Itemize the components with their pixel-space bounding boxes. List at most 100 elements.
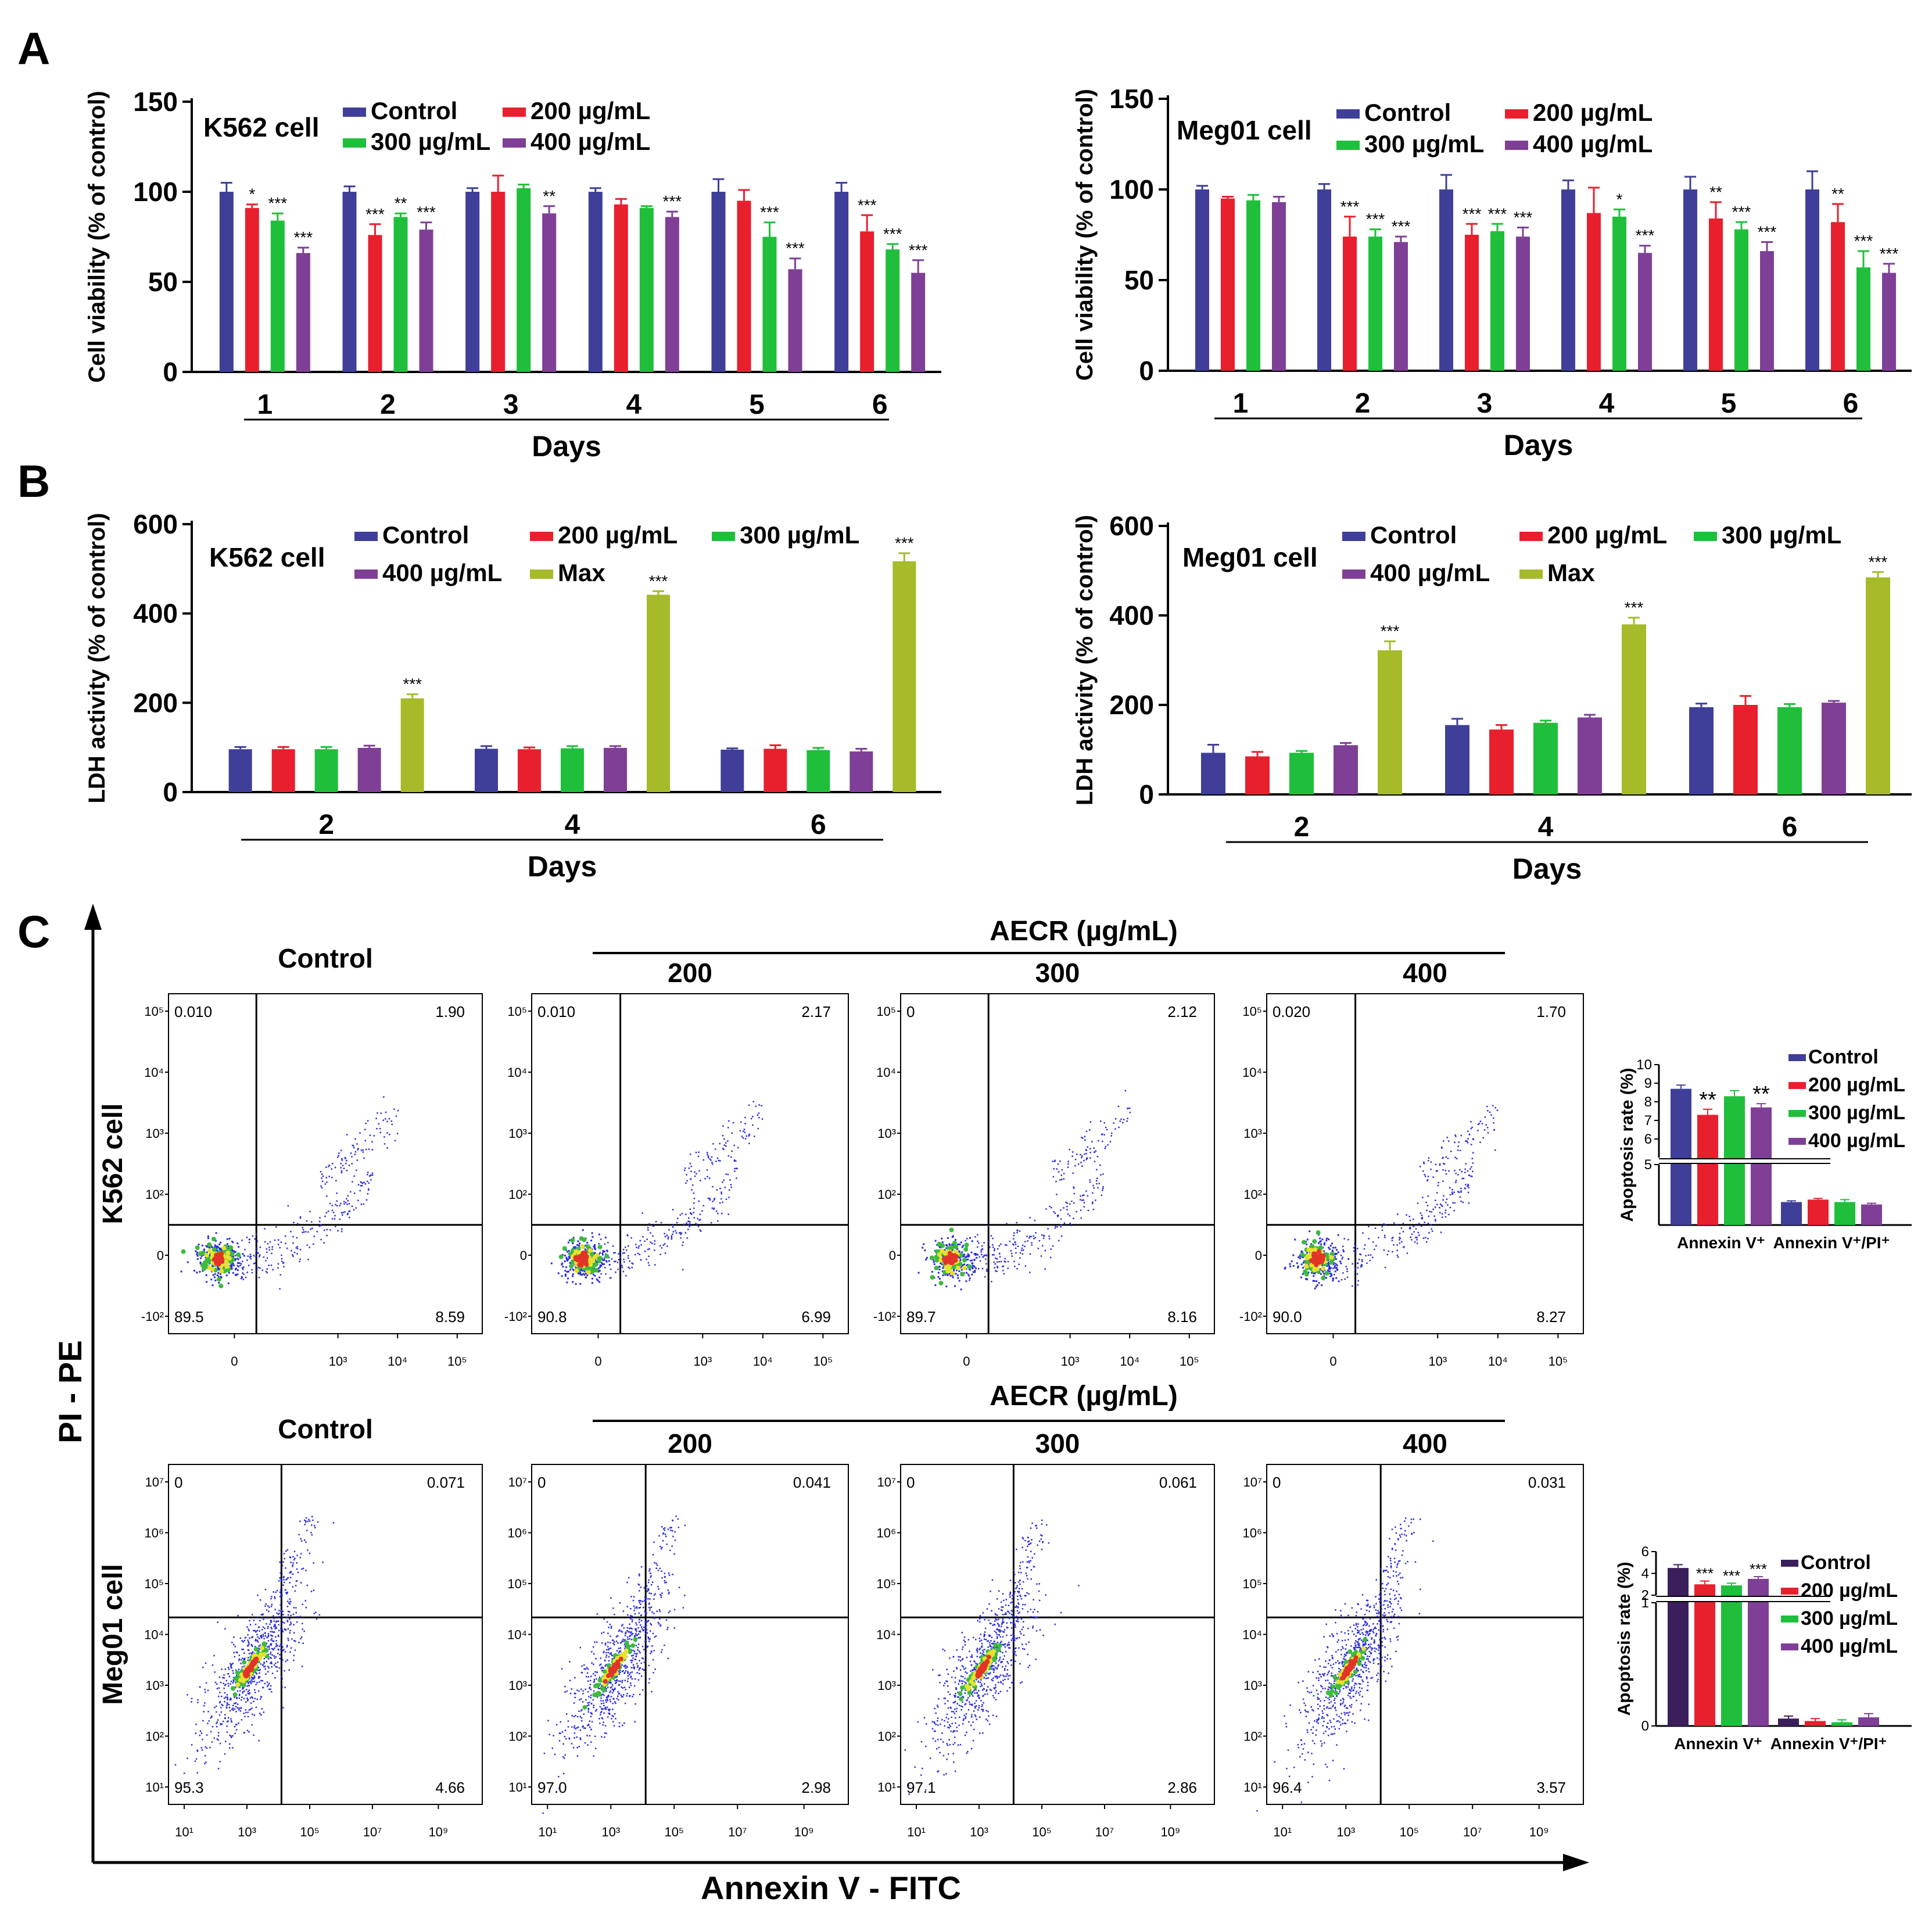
flow-event: [329, 1229, 331, 1231]
flow-event: [607, 1699, 608, 1702]
flow-event: [1471, 1144, 1472, 1145]
flow-event: [242, 1253, 244, 1255]
a-k562-legend-swatch: [503, 108, 526, 117]
flow-event: [1324, 1242, 1326, 1244]
flow-event: [730, 1184, 732, 1185]
flow-event: [635, 1703, 636, 1705]
flow-event: [994, 1263, 997, 1265]
flow-event: [590, 1729, 592, 1731]
flow-event: [1381, 1229, 1383, 1231]
flow-event-dense: [1320, 1266, 1325, 1271]
flow-event: [967, 1253, 969, 1255]
flow-event: [1000, 1243, 1002, 1245]
flow-y-tick-label: 10⁵: [144, 1577, 164, 1591]
flow-event: [603, 1618, 605, 1620]
flow-event: [1102, 1140, 1103, 1142]
flow-event: [693, 1207, 695, 1209]
flow-event: [573, 1737, 575, 1739]
flow-event: [664, 1252, 666, 1254]
flow-event: [1321, 1264, 1324, 1266]
flow-event: [1358, 1259, 1360, 1260]
flow-event-dense: [259, 1645, 264, 1650]
b-k562-legend-label: Max: [558, 559, 605, 586]
flow-event: [702, 1159, 704, 1161]
flow-event: [201, 1749, 203, 1751]
b-k562-bar: [892, 561, 916, 792]
flow-event: [216, 1245, 218, 1248]
flow-event: [1010, 1250, 1012, 1252]
flow-event: [363, 1157, 365, 1159]
flow-event: [202, 1739, 203, 1740]
flow-event: [607, 1686, 609, 1688]
flow-event: [340, 1170, 343, 1172]
flow-event: [582, 1701, 584, 1703]
flow-event: [364, 1140, 367, 1142]
flow-event: [335, 1204, 336, 1206]
flow-event: [239, 1256, 242, 1259]
flow-event: [1445, 1173, 1447, 1175]
flow-event: [371, 1174, 374, 1176]
flow-event: [370, 1174, 371, 1176]
flow-event: [242, 1657, 243, 1659]
flow-event: [1031, 1242, 1033, 1244]
flow-event: [307, 1549, 309, 1551]
flow-event: [1129, 1107, 1131, 1109]
flow-event: [567, 1258, 569, 1260]
flow-event: [1356, 1273, 1359, 1275]
flow-event: [1060, 1235, 1063, 1237]
flow-event: [349, 1216, 350, 1219]
flow-event: [603, 1250, 605, 1252]
flow-event: [1066, 1202, 1069, 1204]
flow-event: [1029, 1217, 1031, 1219]
flow-event: [1292, 1254, 1295, 1256]
flow-event: [365, 1122, 367, 1124]
flow-event: [359, 1190, 361, 1192]
flow-event: [574, 1696, 576, 1699]
flow-event: [740, 1121, 742, 1123]
flow-event: [351, 1156, 353, 1158]
flow-event: [247, 1639, 249, 1641]
flow-event: [607, 1652, 610, 1654]
flow-event: [259, 1630, 260, 1632]
flow-event: [962, 1255, 964, 1258]
flow-event: [252, 1697, 254, 1699]
flow-event: [1467, 1170, 1469, 1172]
flow-event: [278, 1629, 280, 1632]
flow-event: [226, 1725, 228, 1727]
flow-event: [217, 1246, 219, 1248]
flow-event: [223, 1674, 225, 1676]
flow-event: [292, 1564, 294, 1566]
flow-event: [282, 1584, 284, 1586]
flow-event: [672, 1231, 675, 1233]
flow-event: [614, 1688, 616, 1689]
flow-event: [591, 1277, 593, 1280]
flow-event: [1361, 1259, 1363, 1261]
flow-event: [336, 1200, 338, 1202]
flow-event: [254, 1238, 256, 1240]
flow-event: [932, 1259, 934, 1261]
flow-event: [1089, 1148, 1091, 1150]
flow-event: [694, 1171, 696, 1173]
flow-event: [299, 1258, 301, 1260]
flow-event: [289, 1557, 292, 1559]
flow-event: [286, 1645, 288, 1646]
flow-event: [303, 1519, 306, 1521]
flow-event: [696, 1223, 698, 1226]
flow-event: [627, 1675, 629, 1677]
flow-event: [279, 1288, 281, 1290]
flow-event: [622, 1687, 624, 1689]
flow-event: [693, 1212, 695, 1213]
a-meg01-y-tick-label: 150: [1109, 84, 1154, 114]
flow-event: [278, 1635, 279, 1637]
flow-event: [1096, 1183, 1098, 1185]
flow-event: [258, 1690, 260, 1692]
flow-event: [611, 1718, 612, 1720]
flow-event: [1333, 1263, 1335, 1266]
flow-event: [998, 1260, 1000, 1263]
flow-event: [285, 1550, 287, 1552]
flow-event: [281, 1629, 284, 1632]
flow-event: [599, 1264, 601, 1266]
flow-event: [292, 1586, 294, 1588]
flow-event: [1455, 1180, 1457, 1181]
flow-event: [231, 1263, 233, 1265]
